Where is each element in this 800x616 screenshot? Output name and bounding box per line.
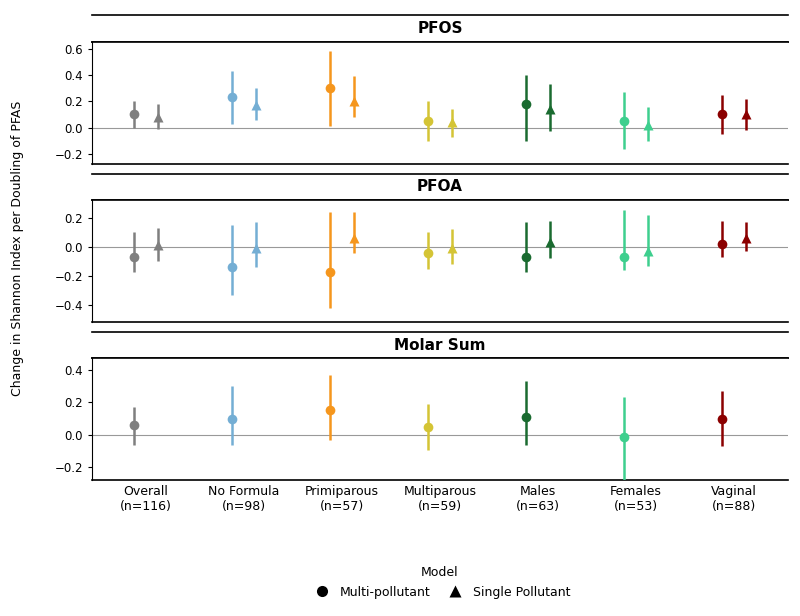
Legend: Multi-pollutant, Single Pollutant: Multi-pollutant, Single Pollutant — [305, 561, 575, 604]
Text: PFOA: PFOA — [417, 179, 463, 195]
Text: Change in Shannon Index per Doubling of PFAS: Change in Shannon Index per Doubling of … — [11, 100, 24, 395]
Text: PFOS: PFOS — [418, 22, 462, 36]
Text: Molar Sum: Molar Sum — [394, 338, 486, 352]
